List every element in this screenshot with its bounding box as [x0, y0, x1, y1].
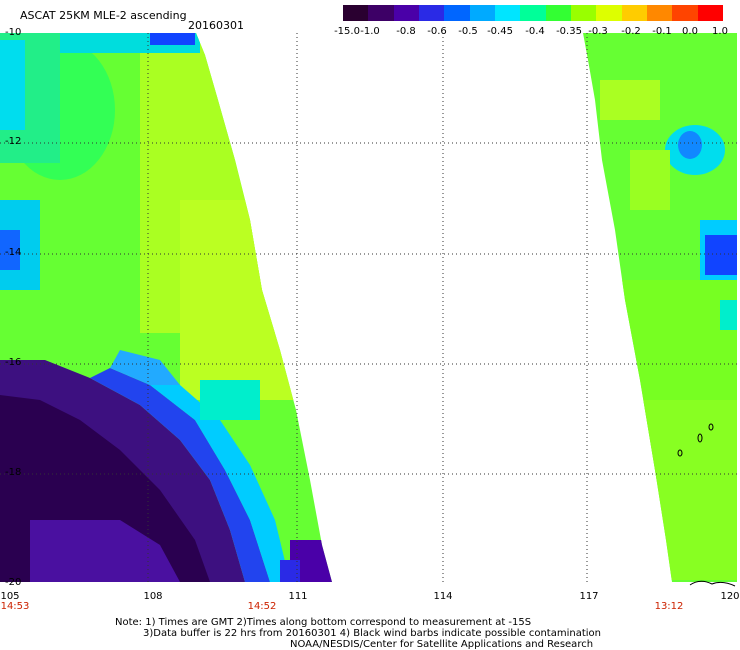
colorbar-label: -0.8 — [396, 26, 416, 37]
colorbar-segment — [697, 5, 724, 21]
colorbar-label: -15.0 — [334, 26, 360, 37]
colorbar-label: -0.6 — [427, 26, 447, 37]
right-swath — [583, 33, 737, 582]
colorbar-segment — [495, 5, 521, 21]
lat-label: -18 — [5, 467, 22, 478]
colorbar-segment — [469, 5, 496, 21]
left-swath — [0, 33, 332, 582]
note-line-3: NOAA/NESDIS/Center for Satellite Applica… — [290, 639, 594, 650]
colorbar-label: -0.1 — [652, 26, 672, 37]
lat-label: -12 — [5, 136, 22, 147]
grid — [0, 33, 740, 585]
time-label: 14:52 — [247, 601, 277, 612]
colorbar-label: -0.2 — [621, 26, 641, 37]
colorbar-label: 0.0 — [682, 26, 698, 37]
colorbar-segment — [647, 5, 673, 21]
colorbar-segment — [545, 5, 572, 21]
colorbar-segment — [672, 5, 699, 21]
colorbar-segment — [571, 5, 597, 21]
lon-label: 114 — [433, 591, 453, 602]
lat-label: -14 — [5, 247, 22, 258]
island-outlines — [677, 423, 736, 587]
colorbar-label: 1.0 — [712, 26, 728, 37]
chart-title: ASCAT 25KM MLE-2 ascending — [20, 9, 187, 22]
chart-date: 20160301 — [188, 19, 244, 32]
colorbar-segment — [444, 5, 471, 21]
lon-label: 105 — [0, 591, 20, 602]
colorbar — [343, 5, 724, 21]
colorbar-segment — [368, 5, 395, 21]
lat-label: -10 — [5, 27, 22, 38]
colorbar-segment — [621, 5, 648, 21]
lat-label: -16 — [5, 357, 22, 368]
time-label: 13:12 — [654, 601, 684, 612]
colorbar-label: -0.35 — [556, 26, 582, 37]
colorbar-label: -0.45 — [487, 26, 513, 37]
colorbar-label: -0.3 — [588, 26, 608, 37]
colorbar-label: -1.0 — [360, 26, 380, 37]
colorbar-label: -0.5 — [458, 26, 478, 37]
colorbar-label: -0.4 — [525, 26, 545, 37]
colorbar-segment — [520, 5, 547, 21]
lon-label: 120 — [720, 591, 740, 602]
colorbar-segment — [393, 5, 420, 21]
lon-label: 117 — [579, 591, 599, 602]
note-line-2: 3)Data buffer is 22 hrs from 20160301 4)… — [143, 628, 601, 639]
note-line-1: Note: 1) Times are GMT 2)Times along bot… — [115, 617, 532, 628]
lon-label: 111 — [288, 591, 308, 602]
colorbar-segment — [419, 5, 445, 21]
time-label: 14:53 — [0, 601, 30, 612]
colorbar-segment — [343, 5, 369, 21]
lon-label: 108 — [143, 591, 163, 602]
lat-label: -20 — [5, 577, 22, 588]
colorbar-segment — [596, 5, 623, 21]
